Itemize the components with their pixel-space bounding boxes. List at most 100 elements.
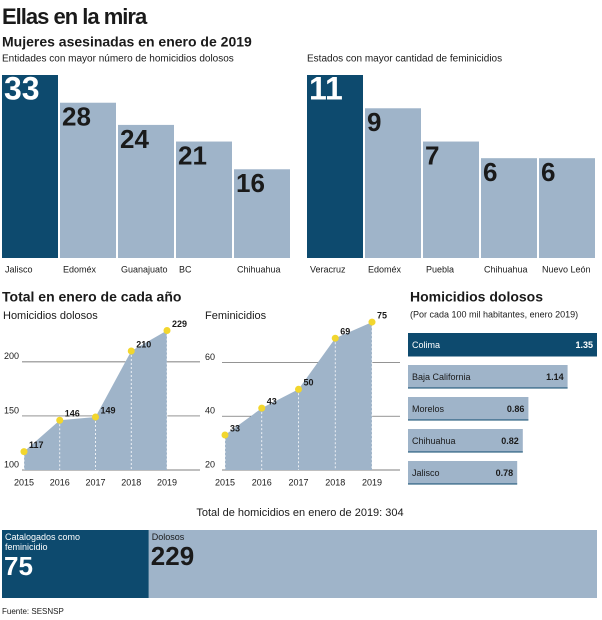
- legend-label: Dolosos: [152, 532, 185, 542]
- x-tick-label: 2016: [50, 477, 70, 487]
- value-label: 7: [425, 140, 439, 170]
- value-label: 229: [151, 541, 194, 571]
- value-label: 24: [120, 124, 149, 154]
- value-label: 11: [309, 70, 343, 106]
- value-label: 117: [29, 440, 44, 450]
- bar: [307, 75, 363, 258]
- page-subtitle: Mujeres asesinadas en enero de 2019: [2, 34, 252, 50]
- chart-title: Homicidios dolosos: [3, 310, 98, 322]
- point: [221, 431, 229, 439]
- category-label: Colima: [412, 340, 440, 350]
- category-label: Jalisco: [5, 264, 33, 274]
- bar: [365, 108, 421, 258]
- point: [163, 326, 171, 334]
- category-label: Morelos: [412, 404, 445, 414]
- value-label: 210: [136, 339, 151, 349]
- category-label: Nuevo León: [542, 264, 591, 274]
- value-label: 146: [65, 409, 80, 419]
- value-label: 21: [178, 140, 207, 170]
- category-label: Veracruz: [310, 264, 346, 274]
- value-label: 9: [367, 107, 381, 137]
- y-tick-label: 150: [4, 405, 19, 415]
- point: [368, 318, 376, 326]
- chart-title: Homicidios dolosos: [410, 289, 543, 305]
- value-label: 6: [483, 157, 497, 187]
- x-tick-label: 2018: [325, 477, 345, 487]
- point: [331, 334, 339, 342]
- y-tick-label: 40: [205, 406, 215, 416]
- value-label: 229: [172, 319, 187, 329]
- point: [20, 448, 28, 456]
- bar: [2, 75, 58, 258]
- value-label: 33: [230, 423, 240, 433]
- y-tick-label: 100: [4, 459, 19, 469]
- value-label: 33: [4, 70, 40, 106]
- x-tick-label: 2015: [215, 477, 235, 487]
- point: [92, 413, 99, 421]
- value-label: 28: [62, 102, 91, 132]
- x-tick-label: 2017: [288, 477, 308, 487]
- point: [56, 416, 64, 424]
- chart-subtitle: Estados con mayor cantidad de feminicidi…: [307, 54, 502, 65]
- value-label: 0.82: [501, 436, 519, 446]
- value-label: 1.14: [546, 372, 564, 382]
- x-tick-label: 2018: [121, 477, 141, 487]
- bar: [234, 169, 290, 258]
- category-label: Chihuahua: [412, 436, 456, 446]
- value-label: 69: [340, 327, 350, 337]
- bar-segment: [2, 530, 149, 598]
- value-label: 75: [4, 551, 33, 581]
- bar-segment: [148, 530, 597, 598]
- y-tick-label: 20: [205, 459, 215, 469]
- x-tick-label: 2017: [85, 477, 105, 487]
- source: Fuente: SESNSP: [2, 607, 64, 616]
- value-label: 43: [267, 397, 277, 407]
- y-tick-label: 60: [205, 352, 215, 362]
- area: [225, 322, 372, 470]
- y-tick-label: 200: [4, 351, 19, 361]
- bar: [408, 461, 518, 484]
- bar: [176, 141, 232, 258]
- value-label: 1.35: [575, 340, 593, 350]
- value-label: 75: [377, 310, 387, 320]
- bar: [408, 397, 529, 420]
- bar: [408, 365, 568, 388]
- bar: [408, 429, 523, 452]
- category-label: BC: [179, 264, 192, 274]
- legend-label: Catalogados como feminicidio: [5, 532, 80, 552]
- bar: [408, 333, 597, 356]
- category-label: Chihuahua: [484, 264, 528, 274]
- category-label: Baja California: [412, 372, 471, 382]
- value-label: 6: [541, 157, 555, 187]
- point: [295, 385, 302, 393]
- category-label: Chihuahua: [237, 264, 281, 274]
- category-label: Edoméx: [368, 264, 402, 274]
- x-tick-label: 2016: [252, 477, 272, 487]
- point: [258, 404, 266, 412]
- chart-title: Total de homicidios en enero de 2019: 30…: [196, 507, 403, 519]
- value-label: 149: [101, 405, 116, 415]
- x-tick-label: 2019: [362, 477, 382, 487]
- section-title: Total en enero de cada año: [2, 289, 181, 305]
- value-label: 0.78: [496, 468, 514, 478]
- category-label: Edoméx: [63, 264, 97, 274]
- chart-subtitle: Entidades con mayor número de homicidios…: [2, 54, 234, 65]
- x-tick-label: 2015: [14, 477, 34, 487]
- chart-subtitle: (Por cada 100 mil habitantes, enero 2019…: [410, 309, 578, 319]
- bar: [423, 141, 479, 258]
- bar: [118, 124, 174, 258]
- value-label: 0.86: [507, 404, 525, 414]
- chart-title: Feminicidios: [205, 310, 267, 322]
- point: [127, 347, 135, 355]
- page-title: Ellas en la mira: [2, 4, 148, 29]
- x-tick-label: 2019: [157, 477, 177, 487]
- category-label: Puebla: [426, 264, 454, 274]
- value-label: 16: [236, 168, 265, 198]
- bar: [60, 102, 116, 259]
- bar: [539, 158, 595, 258]
- category-label: Jalisco: [412, 468, 440, 478]
- value-label: 50: [304, 378, 314, 388]
- bar: [481, 158, 537, 258]
- category-label: Guanajuato: [121, 264, 168, 274]
